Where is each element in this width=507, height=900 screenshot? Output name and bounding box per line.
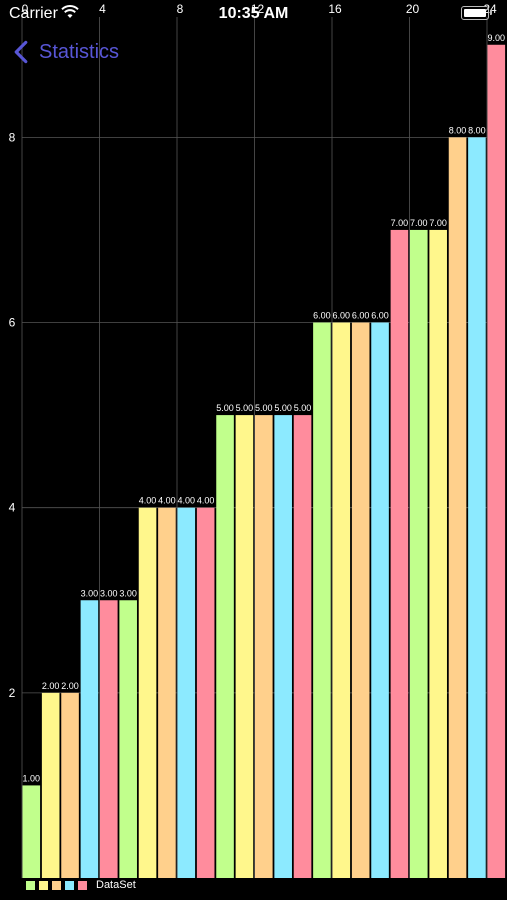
x-tick-label-top: 20 (406, 2, 420, 16)
bar (196, 507, 215, 878)
clock-time: 10:35 AM (218, 5, 289, 22)
bar (100, 600, 118, 878)
bar (177, 507, 196, 878)
bar (351, 322, 370, 879)
bar-data-label: 6.00 (313, 311, 331, 321)
chart-legend: DataSet (26, 879, 136, 891)
bar (410, 229, 428, 878)
bar (332, 322, 351, 879)
navigation-bar: Statistics (0, 30, 507, 74)
bar-data-label: 5.00 (294, 403, 312, 413)
bar (80, 600, 99, 878)
battery-icon (461, 6, 492, 20)
bar-data-label: 4.00 (197, 496, 215, 506)
bar (235, 415, 254, 878)
bar (255, 415, 273, 878)
bar (274, 415, 292, 878)
bar-data-label: 7.00 (410, 218, 428, 228)
x-tick-label-top: 24 (483, 2, 497, 16)
bar-data-label: 5.00 (255, 403, 273, 413)
bar-data-label: 5.00 (274, 403, 292, 413)
bar (371, 322, 389, 879)
bar (158, 507, 176, 878)
bar (293, 415, 312, 878)
bar-data-label: 3.00 (100, 588, 118, 598)
bar (313, 322, 331, 879)
bar (429, 229, 447, 878)
bar-data-label: 6.00 (352, 311, 370, 321)
bar-data-label: 1.00 (23, 773, 41, 783)
bar-data-label: 5.00 (216, 403, 234, 413)
bar-data-label: 9.00 (488, 33, 506, 43)
bar (216, 415, 234, 878)
x-tick-label-top: 4 (99, 2, 106, 16)
legend-swatch (52, 880, 61, 890)
wifi-icon (61, 5, 79, 18)
bar-data-label: 4.00 (139, 496, 157, 506)
legend-swatch (78, 880, 87, 890)
legend-swatch (65, 880, 74, 890)
bar (468, 137, 486, 878)
bar-data-label: 7.00 (429, 218, 447, 228)
carrier-label: Carrier (9, 5, 58, 22)
bar-data-label: 6.00 (371, 311, 389, 321)
bar-data-label: 4.00 (178, 496, 196, 506)
y-tick-label-left: 2 (9, 686, 16, 700)
back-label: Statistics (39, 40, 120, 63)
bar-data-label: 2.00 (42, 681, 60, 691)
bar (119, 600, 137, 878)
bar (487, 44, 506, 879)
bar (448, 137, 467, 878)
legend-swatch (26, 880, 35, 890)
bar (41, 692, 60, 878)
bar (390, 229, 409, 878)
status-bar: Carrier 10:35 AM (0, 0, 507, 28)
bar-data-label: 3.00 (81, 588, 99, 598)
chevron-left-icon (14, 40, 28, 64)
legend-swatch (39, 880, 48, 890)
bar-data-label: 3.00 (119, 588, 137, 598)
bar (138, 507, 157, 878)
bar-data-label: 8.00 (468, 125, 486, 135)
bar (61, 692, 79, 878)
bar-data-label: 8.00 (449, 125, 467, 135)
bar-data-label: 2.00 (61, 681, 79, 691)
x-tick-label-top: 16 (328, 2, 342, 16)
legend-label: DataSet (96, 879, 136, 891)
y-tick-label-left: 4 (9, 501, 16, 515)
back-button[interactable]: Statistics (12, 40, 119, 64)
bar-data-label: 4.00 (158, 496, 176, 506)
x-tick-label-top: 12 (251, 2, 265, 16)
y-tick-label-left: 6 (9, 316, 16, 330)
x-tick-label-top: 0 (22, 2, 29, 16)
y-tick-label-left: 8 (9, 130, 16, 144)
x-tick-label-top: 8 (177, 2, 184, 16)
bar-data-label: 7.00 (391, 218, 409, 228)
bar-data-label: 6.00 (333, 311, 351, 321)
bar (22, 785, 41, 878)
bar-data-label: 5.00 (236, 403, 254, 413)
